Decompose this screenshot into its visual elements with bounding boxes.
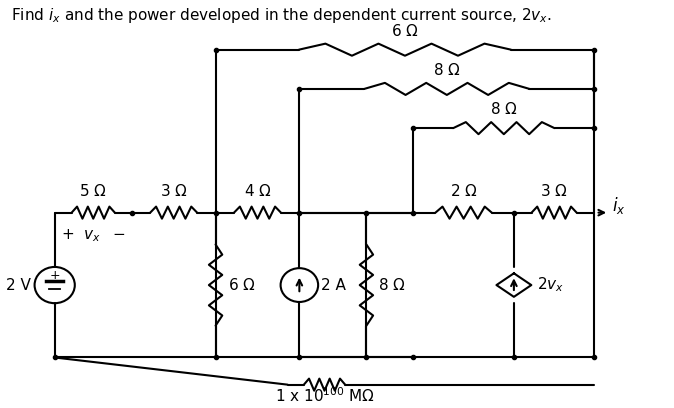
Text: 8 $\Omega$: 8 $\Omega$ (490, 101, 518, 117)
Text: 8 $\Omega$: 8 $\Omega$ (379, 277, 406, 293)
Text: Find $i_x$ and the power developed in the dependent current source, $2v_x$.: Find $i_x$ and the power developed in th… (11, 6, 552, 25)
Text: 2 V: 2 V (5, 277, 30, 293)
Text: +: + (49, 269, 60, 282)
Text: 3 $\Omega$: 3 $\Omega$ (541, 183, 568, 200)
Text: $i_x$: $i_x$ (613, 195, 626, 216)
Text: $2v_x$: $2v_x$ (537, 276, 563, 295)
Text: 2 $\Omega$: 2 $\Omega$ (450, 183, 477, 200)
Text: 1 x 10$^{100}$ M$\Omega$: 1 x 10$^{100}$ M$\Omega$ (274, 386, 375, 405)
Text: 6 $\Omega$: 6 $\Omega$ (228, 277, 255, 293)
Text: 4 $\Omega$: 4 $\Omega$ (243, 183, 272, 200)
Text: 6 $\Omega$: 6 $\Omega$ (391, 23, 419, 39)
Text: 2 A: 2 A (321, 277, 346, 293)
Text: 8 $\Omega$: 8 $\Omega$ (433, 62, 461, 78)
Text: 3 $\Omega$: 3 $\Omega$ (160, 183, 187, 200)
Text: $+\ \ v_x\ \ -$: $+\ \ v_x\ \ -$ (61, 228, 125, 244)
Text: 5 $\Omega$: 5 $\Omega$ (80, 183, 107, 200)
